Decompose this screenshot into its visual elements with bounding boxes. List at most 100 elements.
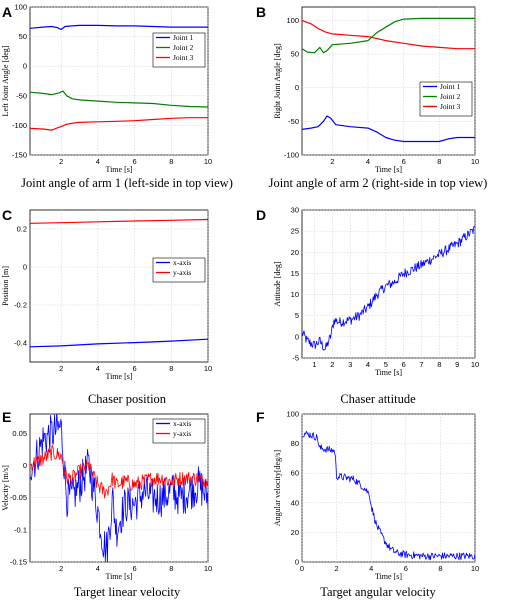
y-tick-label: -0.15 (10, 558, 27, 567)
x-axis-label: Time [s] (375, 368, 402, 377)
panel-caption: Target angular velocity (320, 585, 436, 599)
x-tick-label: 10 (204, 157, 212, 166)
x-tick-label: 5 (384, 360, 388, 369)
y-tick-label: 0 (23, 461, 27, 470)
series-line-joint-1 (30, 24, 208, 31)
x-tick-label: 4 (96, 364, 100, 373)
x-axis-label: Time [s] (105, 572, 132, 581)
series-line-0 (302, 225, 475, 351)
plot-area (29, 209, 209, 363)
x-tick-label: 10 (204, 564, 212, 573)
x-tick-label: 0 (300, 564, 304, 573)
x-tick-label: 6 (133, 364, 137, 373)
x-tick-label: 4 (366, 360, 370, 369)
series-line-x-axis (30, 338, 208, 348)
y-tick-label: 100 (286, 410, 299, 419)
x-tick-label: 7 (419, 360, 423, 369)
y-tick-label: 60 (291, 469, 299, 478)
y-axis-label: Attitude [deg] (273, 261, 282, 306)
plot-area (29, 6, 209, 156)
y-tick-label: 30 (291, 206, 299, 215)
panel-caption: Chaser attitude (340, 392, 416, 406)
legend-entry: Joint 3 (440, 102, 460, 111)
x-tick-label: 2 (59, 364, 63, 373)
y-tick-label: 15 (291, 269, 299, 278)
x-tick-label: 8 (437, 157, 441, 166)
legend-entry: Joint 2 (173, 43, 193, 52)
y-tick-label: 0.05 (12, 429, 27, 438)
y-tick-label: 80 (291, 439, 299, 448)
panel-d: D 1 2 3 4 5 6 7 8 9 10 -5 0 5 10 15 20 25 30 Time [s] Attitu… (256, 206, 479, 407)
y-tick-label: 0 (23, 62, 27, 71)
series-line-x-axis (30, 414, 208, 562)
panel-letter: D (256, 207, 266, 223)
legend-entry: x-axis (173, 419, 191, 428)
x-tick-label: 2 (59, 564, 63, 573)
x-tick-label: 6 (133, 157, 137, 166)
y-tick-label: 100 (286, 16, 299, 25)
x-tick-label: 2 (335, 564, 339, 573)
x-tick-label: 2 (330, 360, 334, 369)
series-line-joint-1 (302, 115, 475, 143)
y-tick-label: 20 (291, 248, 299, 257)
x-tick-label: 9 (455, 360, 459, 369)
y-tick-label: -0.4 (14, 339, 27, 348)
x-axis-label: Time [s] (375, 572, 402, 581)
y-tick-label: 0 (295, 558, 299, 567)
x-tick-label: 4 (366, 157, 370, 166)
x-tick-label: 8 (169, 364, 173, 373)
y-tick-label: -0.1 (14, 525, 27, 534)
x-tick-label: 8 (169, 157, 173, 166)
y-axis-label: Right Joint Angle [deg] (273, 43, 282, 119)
x-tick-label: 4 (369, 564, 373, 573)
y-tick-label: -0.05 (10, 493, 27, 502)
panel-caption: Joint angle of arm 1 (left-side in top v… (21, 176, 233, 190)
x-tick-label: 8 (169, 564, 173, 573)
legend-entry: Joint 2 (440, 92, 460, 101)
panel-caption: Chaser position (88, 392, 167, 406)
y-tick-label: 20 (291, 528, 299, 537)
series-line-y-axis (30, 444, 208, 499)
x-tick-label: 1 (312, 360, 316, 369)
plot-area (301, 6, 476, 156)
legend-entry: y-axis (173, 429, 191, 438)
y-tick-label: -150 (12, 151, 27, 160)
series-line-y-axis (30, 218, 208, 224)
x-tick-label: 8 (438, 564, 442, 573)
series-line-joint-2 (30, 90, 208, 108)
x-tick-label: 6 (404, 564, 408, 573)
y-tick-label: 50 (291, 50, 299, 59)
y-tick-label: 10 (291, 290, 299, 299)
y-axis-label: Velocity [m/s] (1, 465, 10, 511)
x-tick-label: 4 (96, 564, 100, 573)
x-tick-label: 10 (471, 157, 479, 166)
panel-a: A 2 4 6 8 10 -150 -100 -50 0 50 100 Time [s] Left Joi… (1, 3, 233, 191)
series-line-joint-2 (302, 17, 475, 54)
x-tick-label: 2 (330, 157, 334, 166)
legend-entry: Joint 1 (173, 33, 193, 42)
plot-area (301, 413, 476, 563)
panel-b: B 2 4 6 8 10 -100 -50 0 50 100 Time [s] Right Joint … (256, 4, 487, 190)
y-tick-label: -50 (288, 117, 299, 126)
x-tick-label: 6 (402, 157, 406, 166)
y-tick-label: -0.2 (14, 301, 27, 310)
y-tick-label: 0 (295, 83, 299, 92)
x-axis-label: Time [s] (105, 372, 132, 381)
y-tick-label: 5 (295, 311, 299, 320)
panel-letter: F (256, 409, 265, 425)
panel-letter: A (2, 4, 12, 20)
y-tick-label: -5 (292, 354, 299, 363)
series-line-joint-3 (30, 117, 208, 131)
y-tick-label: 50 (19, 32, 27, 41)
legend-entry: x-axis (173, 258, 191, 267)
y-tick-label: 40 (291, 498, 299, 507)
y-tick-label: -100 (12, 121, 27, 130)
panel-caption: Target linear velocity (74, 585, 181, 599)
y-axis-label: Position [m] (1, 266, 10, 306)
legend-entry: Joint 1 (440, 82, 460, 91)
